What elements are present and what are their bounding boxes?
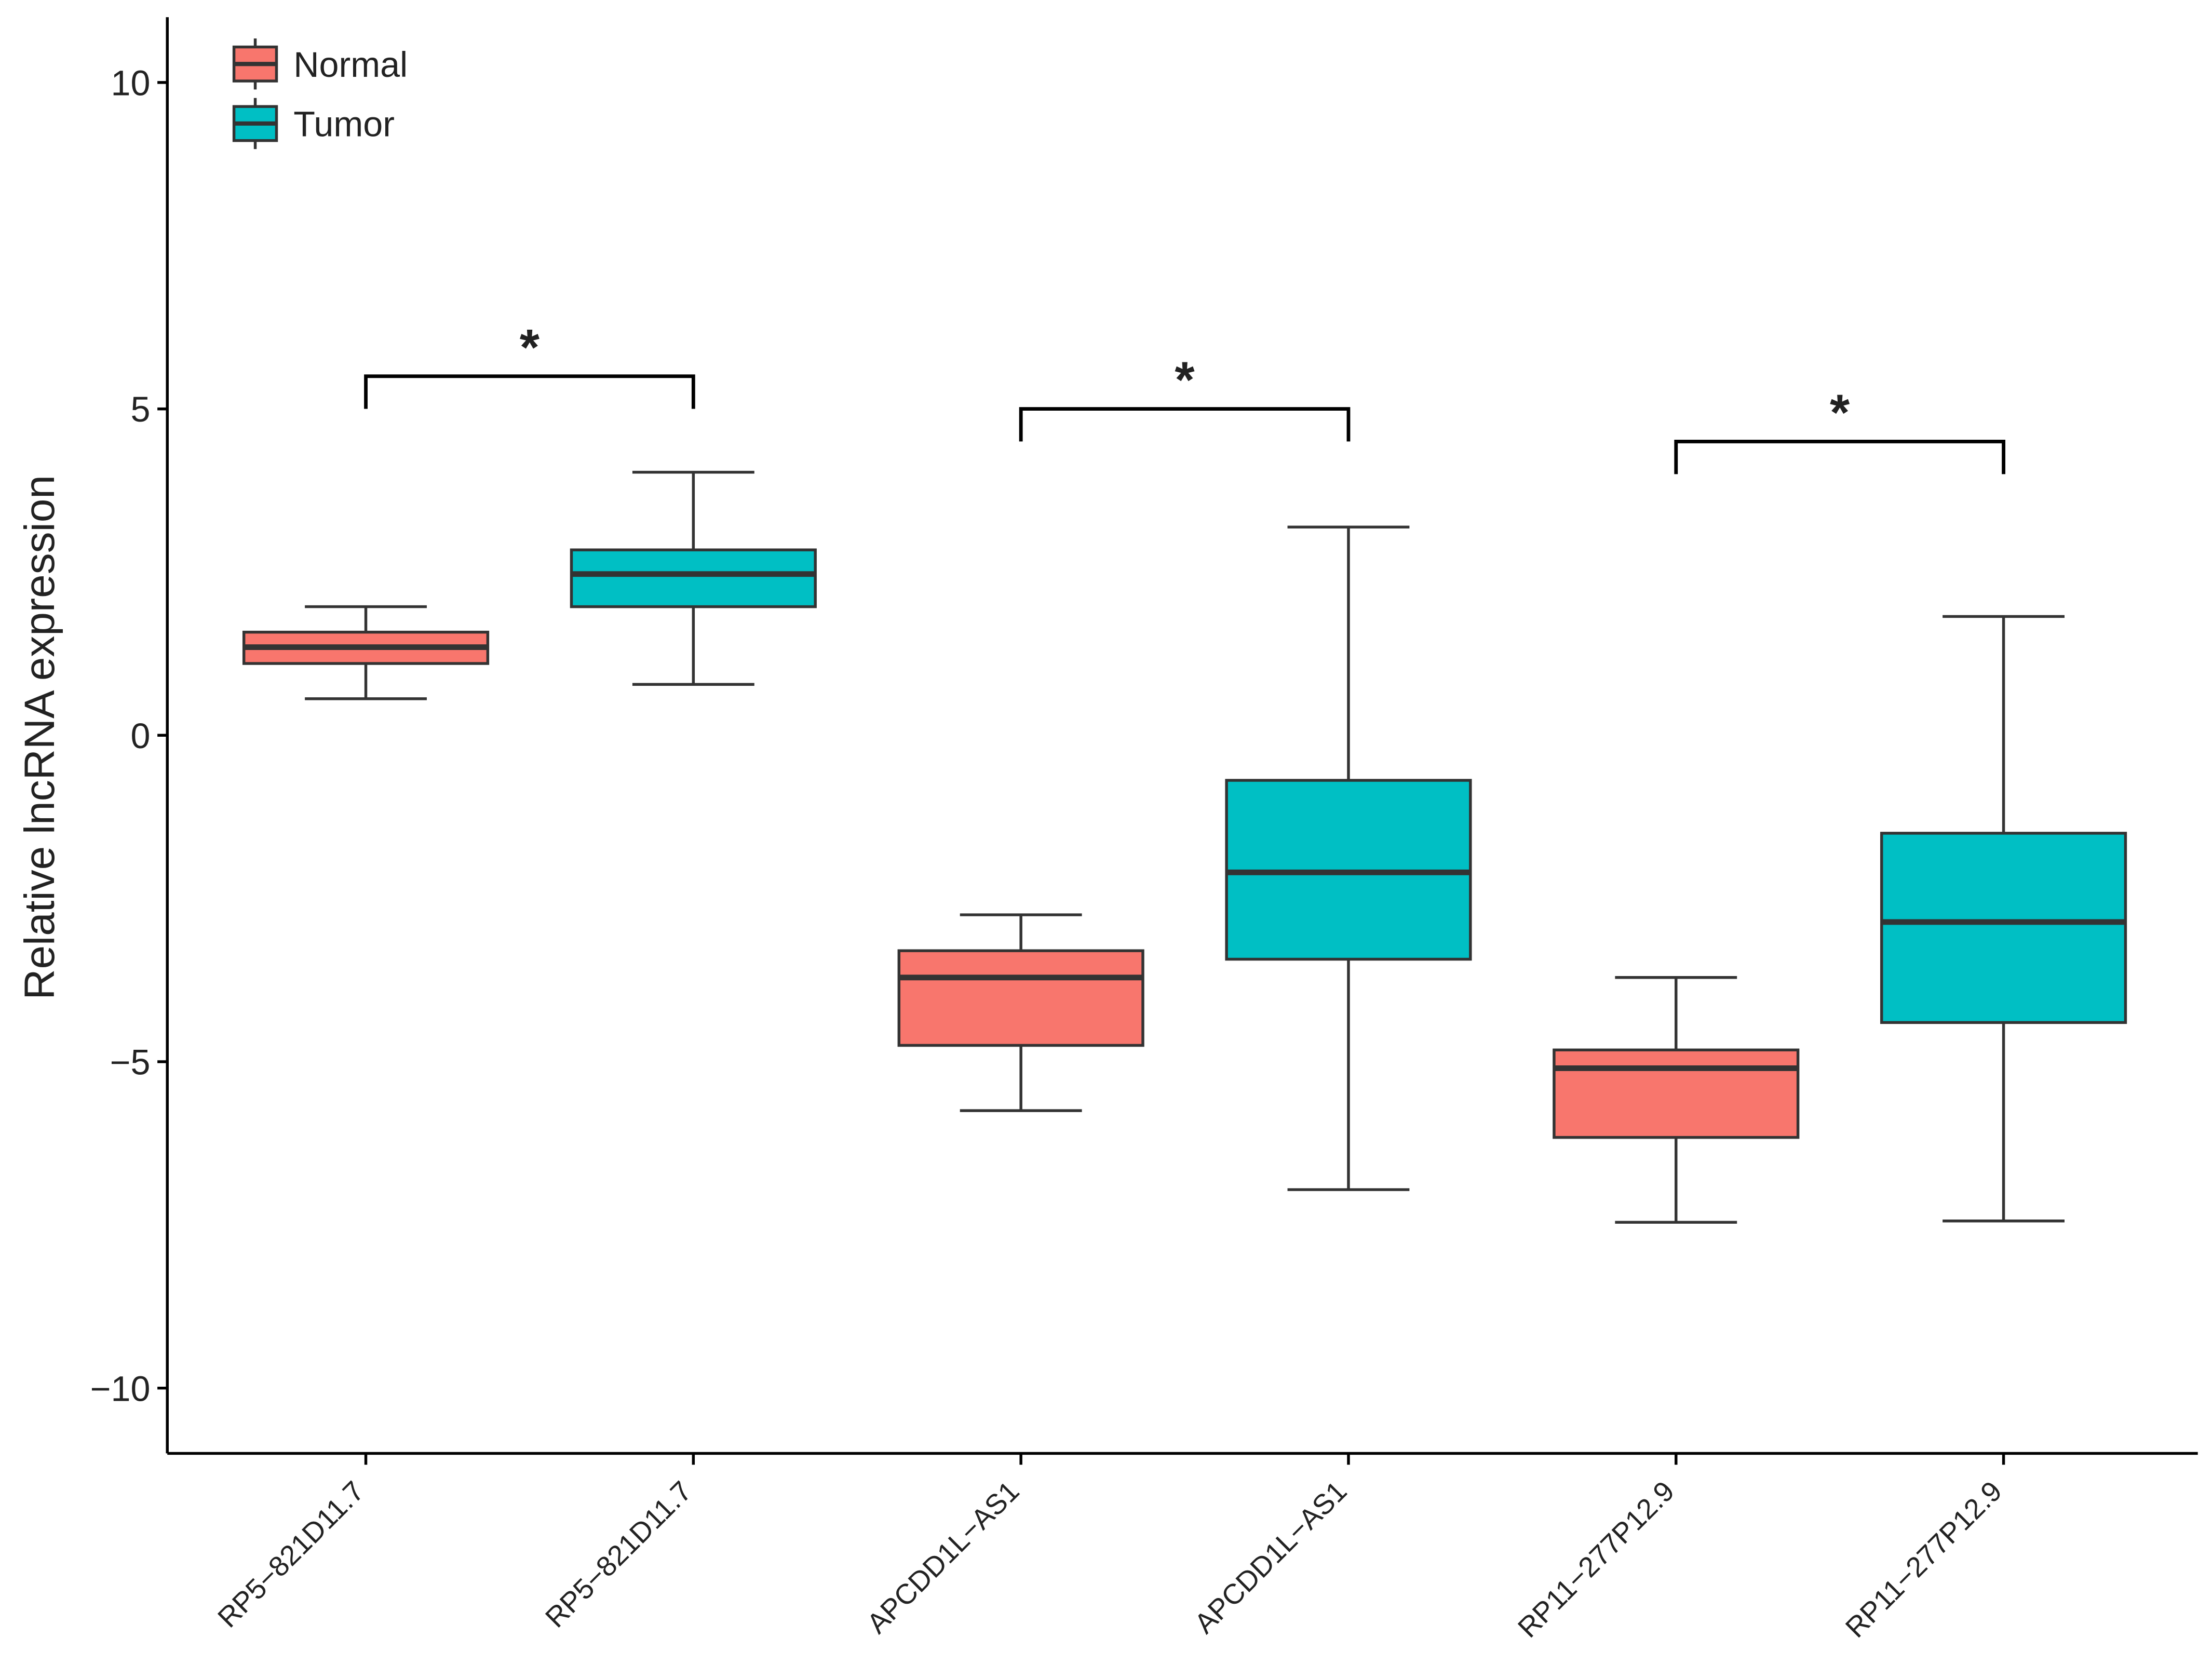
y-tick-label: 10 [111,63,151,103]
x-tick-label: APCDD1L−AS1 [1189,1475,1353,1640]
x-tick-label: RP5−821D11.7 [212,1475,370,1633]
significance-label: * [1175,351,1195,409]
y-tick-label: 0 [130,716,150,756]
y-tick-label: −5 [110,1043,151,1082]
x-tick-label: RP5−821D11.7 [539,1475,697,1633]
significance-label: * [520,319,540,376]
y-tick-label: 5 [130,390,150,429]
legend-label: Normal [293,45,408,85]
x-tick-label: RP11−277P12.9 [1512,1475,1681,1644]
significance-bracket [1019,407,1351,442]
box [1553,1048,1800,1139]
box [897,949,1144,1047]
y-axis-label: Relative lncRNA expression [16,475,63,1000]
significance-bracket [1674,440,2005,475]
box [1880,832,2127,1024]
significance-bracket [364,374,695,409]
legend-label: Tumor [293,105,395,144]
y-tick-label: −10 [90,1369,151,1409]
significance-label: * [1830,384,1850,441]
box [570,548,817,608]
x-tick-label: APCDD1L−AS1 [861,1475,1026,1640]
x-tick-label: RP11−277P12.9 [1839,1475,2008,1644]
